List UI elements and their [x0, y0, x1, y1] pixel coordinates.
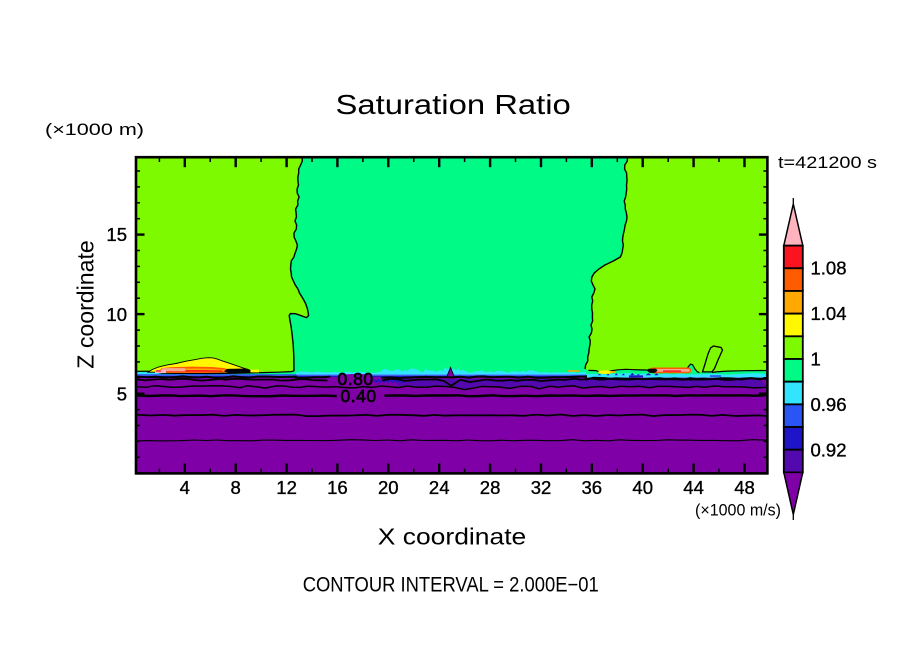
svg-text:t=421200 s: t=421200 s [778, 153, 877, 172]
svg-text:0.80: 0.80 [338, 369, 374, 389]
svg-text:40: 40 [632, 477, 653, 498]
svg-text:CONTOUR INTERVAL = 2.000E−01: CONTOUR INTERVAL = 2.000E−01 [303, 574, 599, 597]
svg-text:5: 5 [117, 383, 127, 404]
svg-text:10: 10 [106, 304, 127, 325]
svg-text:(×1000 m): (×1000 m) [45, 120, 144, 139]
svg-text:Z coordinate: Z coordinate [73, 240, 99, 369]
svg-text:0.92: 0.92 [811, 439, 847, 460]
svg-text:36: 36 [582, 477, 603, 498]
svg-text:20: 20 [378, 477, 399, 498]
svg-text:0.40: 0.40 [341, 386, 377, 406]
svg-text:12: 12 [276, 477, 297, 498]
svg-text:X coordinate: X coordinate [378, 524, 527, 550]
svg-text:16: 16 [327, 477, 348, 498]
svg-text:24: 24 [429, 477, 450, 498]
svg-text:28: 28 [480, 477, 501, 498]
svg-text:1.04: 1.04 [811, 303, 847, 324]
svg-text:0.96: 0.96 [811, 394, 847, 415]
svg-text:1: 1 [811, 349, 821, 370]
svg-text:48: 48 [734, 477, 755, 498]
svg-text:4: 4 [180, 477, 190, 498]
svg-text:44: 44 [683, 477, 704, 498]
svg-text:8: 8 [231, 477, 241, 498]
svg-text:1.08: 1.08 [811, 258, 847, 279]
svg-text:(×1000 m/s): (×1000 m/s) [695, 501, 781, 520]
svg-text:Saturation Ratio: Saturation Ratio [336, 89, 571, 120]
svg-text:32: 32 [531, 477, 552, 498]
svg-text:15: 15 [106, 224, 127, 245]
